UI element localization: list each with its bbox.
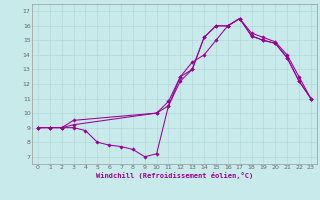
X-axis label: Windchill (Refroidissement éolien,°C): Windchill (Refroidissement éolien,°C) — [96, 172, 253, 179]
